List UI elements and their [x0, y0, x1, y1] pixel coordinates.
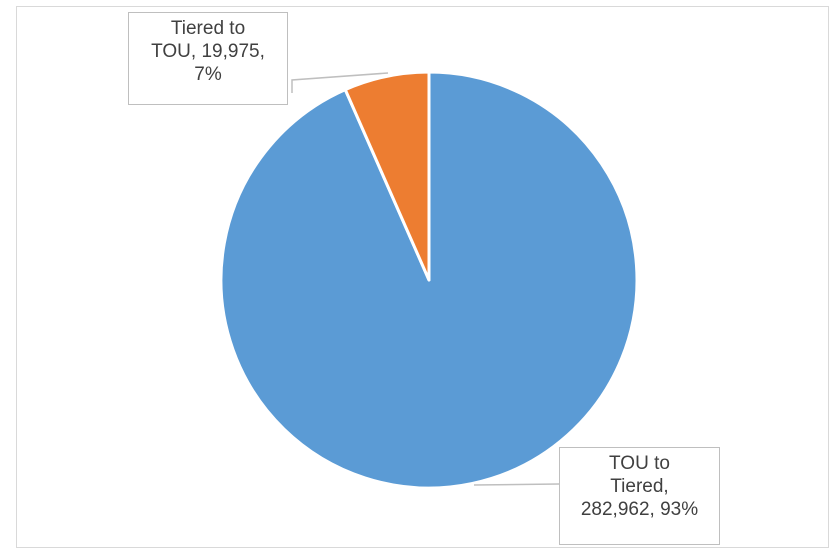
leader-line — [291, 72, 389, 93]
data-label-tiered-to-tou: Tiered to TOU, 19,975, 7% — [128, 12, 288, 105]
pie-slice-tiered-to-tou — [343, 70, 431, 282]
data-label-line: 282,962, 93% — [580, 499, 699, 520]
callout-leader-lines — [291, 72, 560, 486]
data-label-line: 7% — [194, 64, 222, 85]
leader-line — [473, 483, 560, 486]
data-label-tou-to-tiered: TOU to Tiered, 282,962, 93% — [559, 447, 720, 545]
data-label-line: Tiered, — [610, 476, 669, 497]
data-label-line: TOU, 19,975, — [151, 41, 265, 62]
data-label-line: TOU to — [609, 453, 670, 474]
pie-slices — [219, 70, 639, 490]
data-label-line: Tiered to — [170, 18, 246, 39]
